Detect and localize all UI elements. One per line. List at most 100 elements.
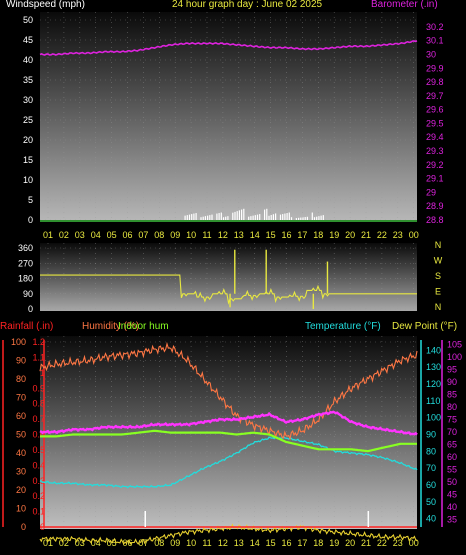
hour-label: 07 bbox=[138, 230, 148, 240]
dewpoint-axis-title: Dew Point (°F) bbox=[392, 321, 457, 332]
hour-label: 14 bbox=[250, 538, 260, 548]
wind-tick-label: 25 bbox=[23, 115, 33, 125]
wind-tick-label: 20 bbox=[23, 135, 33, 145]
wind-grid bbox=[40, 12, 417, 222]
rain-tick-label: 1.2 bbox=[32, 337, 45, 347]
hour-label: 05 bbox=[107, 230, 117, 240]
direction-tick-label: 90 bbox=[23, 289, 33, 299]
hour-label: 03 bbox=[75, 230, 85, 240]
temperature-axis-title: Temperature (°F) bbox=[305, 321, 381, 332]
dewpoint-tick-label: 45 bbox=[447, 490, 457, 500]
axes-layer: 0510152025303540455028.828.92929.129.229… bbox=[2, 15, 462, 548]
temperature-tick-label: 70 bbox=[426, 463, 436, 473]
hour-label: 15 bbox=[266, 538, 276, 548]
baro-tick-label: 29.1 bbox=[426, 174, 444, 184]
humidity-tick-label: 80 bbox=[16, 374, 26, 384]
dewpoint-tick-label: 50 bbox=[447, 477, 457, 487]
dewpoint-tick-label: 80 bbox=[447, 402, 457, 412]
wind-axis-title: Windspeed (mph) bbox=[6, 0, 85, 10]
direction-tick-label: 270 bbox=[18, 258, 33, 268]
dewpoint-tick-label: 60 bbox=[447, 452, 457, 462]
baro-tick-label: 30 bbox=[426, 49, 436, 59]
baro-tick-label: 29.2 bbox=[426, 160, 444, 170]
hour-label: 18 bbox=[313, 538, 323, 548]
rain-tick-label: 0.7 bbox=[32, 414, 45, 424]
baro-tick-label: 29 bbox=[426, 187, 436, 197]
rain-tick-label: 1.1 bbox=[32, 352, 45, 362]
temperature-tick-label: 140 bbox=[426, 345, 441, 355]
hour-label: 00 bbox=[409, 538, 419, 548]
temperature-tick-label: 130 bbox=[426, 362, 441, 372]
baro-tick-label: 29.4 bbox=[426, 132, 444, 142]
hour-label: 11 bbox=[202, 230, 211, 240]
climate-grid bbox=[40, 336, 417, 529]
humidity-tick-label: 60 bbox=[16, 411, 26, 421]
temperature-tick-label: 110 bbox=[426, 396, 440, 406]
hour-label: 08 bbox=[154, 230, 164, 240]
hour-label: 19 bbox=[329, 230, 339, 240]
baro-tick-label: 29.8 bbox=[426, 77, 444, 87]
hour-label: 22 bbox=[377, 230, 387, 240]
temperature-tick-label: 60 bbox=[426, 480, 436, 490]
rain-tick-label: 0.3 bbox=[32, 476, 45, 486]
hour-label: 06 bbox=[122, 230, 132, 240]
baro-axis-title: Barometer (.in) bbox=[371, 0, 438, 10]
wind-direction-line bbox=[40, 274, 417, 305]
hour-label: 19 bbox=[329, 538, 339, 548]
rain-tick-label: 0.9 bbox=[32, 383, 45, 393]
humidity-line bbox=[39, 341, 418, 441]
hour-label: 01 bbox=[43, 538, 53, 548]
hour-label: 17 bbox=[297, 230, 307, 240]
wind-tick-label: 35 bbox=[23, 75, 33, 85]
direction-tick-label: 0 bbox=[28, 304, 33, 314]
compass-label: S bbox=[435, 271, 441, 281]
temperature-tick-label: 90 bbox=[426, 430, 436, 440]
baro-tick-label: 28.9 bbox=[426, 201, 444, 211]
temperature-tick-label: 120 bbox=[426, 379, 441, 389]
hour-label: 02 bbox=[59, 230, 69, 240]
compass-label: W bbox=[434, 256, 443, 266]
dewpoint-tick-label: 95 bbox=[447, 365, 457, 375]
baro-tick-label: 29.3 bbox=[426, 146, 444, 156]
direction-panel bbox=[40, 243, 417, 311]
temperature-line bbox=[39, 436, 418, 489]
indoor-humidity-line bbox=[40, 429, 417, 453]
baro-tick-label: 29.7 bbox=[426, 91, 444, 101]
wind-tick-label: 15 bbox=[23, 155, 33, 165]
compass-label: E bbox=[435, 287, 441, 297]
hour-label: 15 bbox=[266, 230, 276, 240]
hour-label: 00 bbox=[409, 230, 419, 240]
hour-label: 02 bbox=[59, 538, 69, 548]
dewpoint-tick-label: 100 bbox=[447, 352, 462, 362]
dewpoint-tick-label: 75 bbox=[447, 415, 457, 425]
wind-tick-label: 10 bbox=[23, 175, 33, 185]
temperature-tick-label: 100 bbox=[426, 413, 441, 423]
hour-label: 07 bbox=[138, 538, 148, 548]
humidity-axis-title: Humidity (%) bbox=[82, 321, 139, 332]
wind-tick-label: 45 bbox=[23, 35, 33, 45]
hour-label: 01 bbox=[43, 230, 53, 240]
hour-label: 23 bbox=[393, 538, 403, 548]
hour-label: 04 bbox=[91, 538, 101, 548]
temperature-tick-label: 40 bbox=[426, 514, 436, 524]
humidity-tick-label: 10 bbox=[16, 504, 26, 514]
series-layer bbox=[39, 40, 418, 545]
wind-tick-label: 40 bbox=[23, 55, 33, 65]
hour-label: 03 bbox=[75, 538, 85, 548]
dewpoint-tick-label: 65 bbox=[447, 440, 457, 450]
graph-title: 24 hour graph day : June 02 2025 bbox=[172, 0, 323, 10]
hour-label: 20 bbox=[345, 230, 355, 240]
rain-tick-label: 0.6 bbox=[32, 430, 45, 440]
hour-label: 06 bbox=[122, 538, 132, 548]
compass-label: N bbox=[435, 240, 442, 250]
rain-axis-title: Rainfall (.in) bbox=[0, 321, 53, 332]
hour-label: 09 bbox=[170, 230, 180, 240]
humidity-tick-label: 30 bbox=[16, 467, 26, 477]
hour-label: 17 bbox=[297, 538, 307, 548]
rain-tick-label: 0.4 bbox=[32, 460, 45, 470]
baro-tick-label: 29.5 bbox=[426, 118, 444, 128]
hour-label: 18 bbox=[313, 230, 323, 240]
dewpoint-tick-label: 90 bbox=[447, 377, 457, 387]
dewpoint-line bbox=[39, 410, 418, 436]
dewpoint-tick-label: 85 bbox=[447, 390, 457, 400]
